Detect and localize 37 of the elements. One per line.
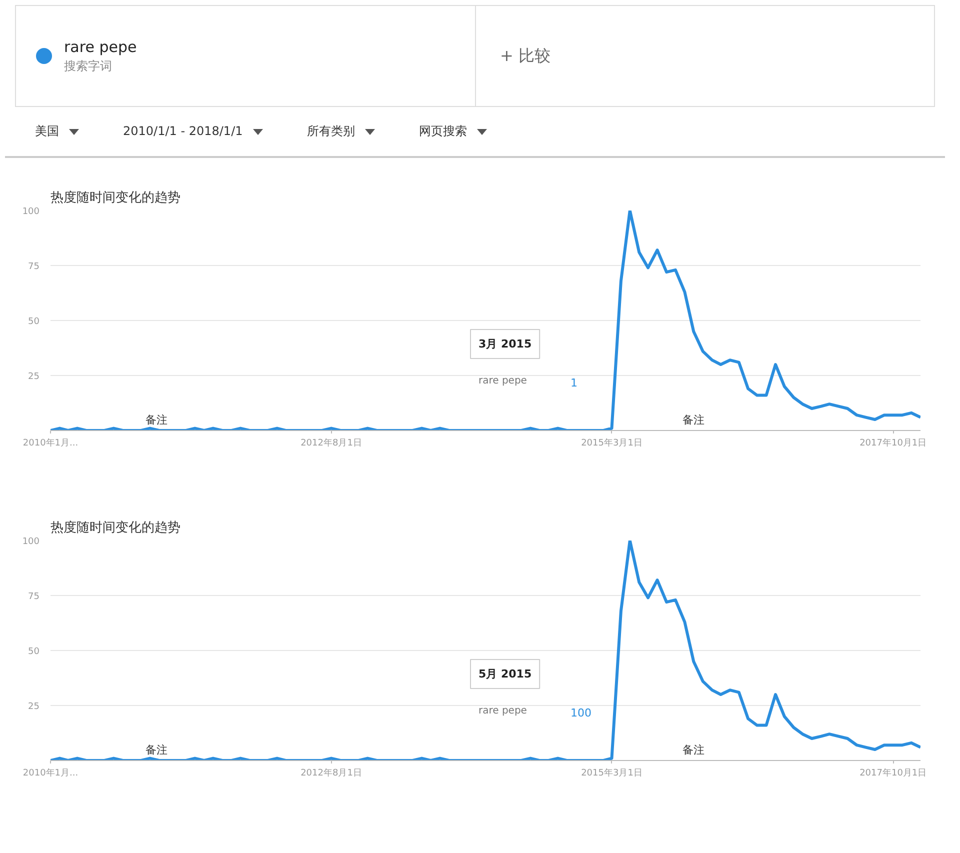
chart-title: 热度随时间变化的趋势 bbox=[50, 520, 180, 536]
y-tick-label: 25 bbox=[28, 702, 40, 712]
text: 网页搜索 bbox=[418, 124, 468, 138]
y-tick-label: 25 bbox=[28, 372, 40, 382]
legend-label: rare pepe bbox=[64, 36, 137, 58]
x-tick-label: 2017年10月1日 bbox=[860, 768, 927, 778]
text: rare pepe bbox=[478, 706, 527, 716]
x-tick-label: 2012年8月1日 bbox=[300, 438, 362, 448]
y-tick-label: 50 bbox=[28, 647, 40, 657]
text: 2010/1/1 - 2018/1/1 bbox=[123, 124, 244, 138]
y-tick-label: 100 bbox=[22, 207, 40, 217]
annotation: 备注 bbox=[682, 414, 704, 426]
annotation: 备注 bbox=[682, 744, 704, 756]
text: + 比较 bbox=[499, 44, 550, 67]
text: 美国 bbox=[35, 124, 60, 138]
text: 搜索字词 bbox=[64, 58, 113, 76]
x-tick-label: 2010年1月... bbox=[22, 768, 78, 778]
annotation: 5月 2015 bbox=[478, 668, 532, 680]
annotation: 备注 bbox=[146, 744, 168, 756]
x-tick-label: 2015年3月1日 bbox=[581, 438, 642, 448]
y-tick-label: 100 bbox=[22, 537, 40, 547]
annotation: 100 bbox=[570, 706, 592, 720]
y-tick-label: 75 bbox=[28, 592, 40, 602]
annotation: 1 bbox=[570, 376, 578, 390]
line-series bbox=[50, 540, 920, 760]
x-tick-label: 2010年1月... bbox=[22, 438, 78, 448]
line-series bbox=[50, 210, 920, 430]
chart-title: 热度随时间变化的趋势 bbox=[50, 190, 180, 206]
y-tick-label: 75 bbox=[28, 262, 40, 272]
x-tick-label: 2017年10月1日 bbox=[860, 438, 927, 448]
text: rare pepe bbox=[478, 376, 527, 386]
x-tick-label: 2012年8月1日 bbox=[300, 768, 362, 778]
annotation: 备注 bbox=[146, 414, 168, 426]
annotation: 3月 2015 bbox=[478, 338, 532, 350]
y-tick-label: 50 bbox=[28, 317, 40, 327]
x-tick-label: 2015年3月1日 bbox=[581, 768, 642, 778]
text: 所有类别 bbox=[306, 124, 356, 138]
